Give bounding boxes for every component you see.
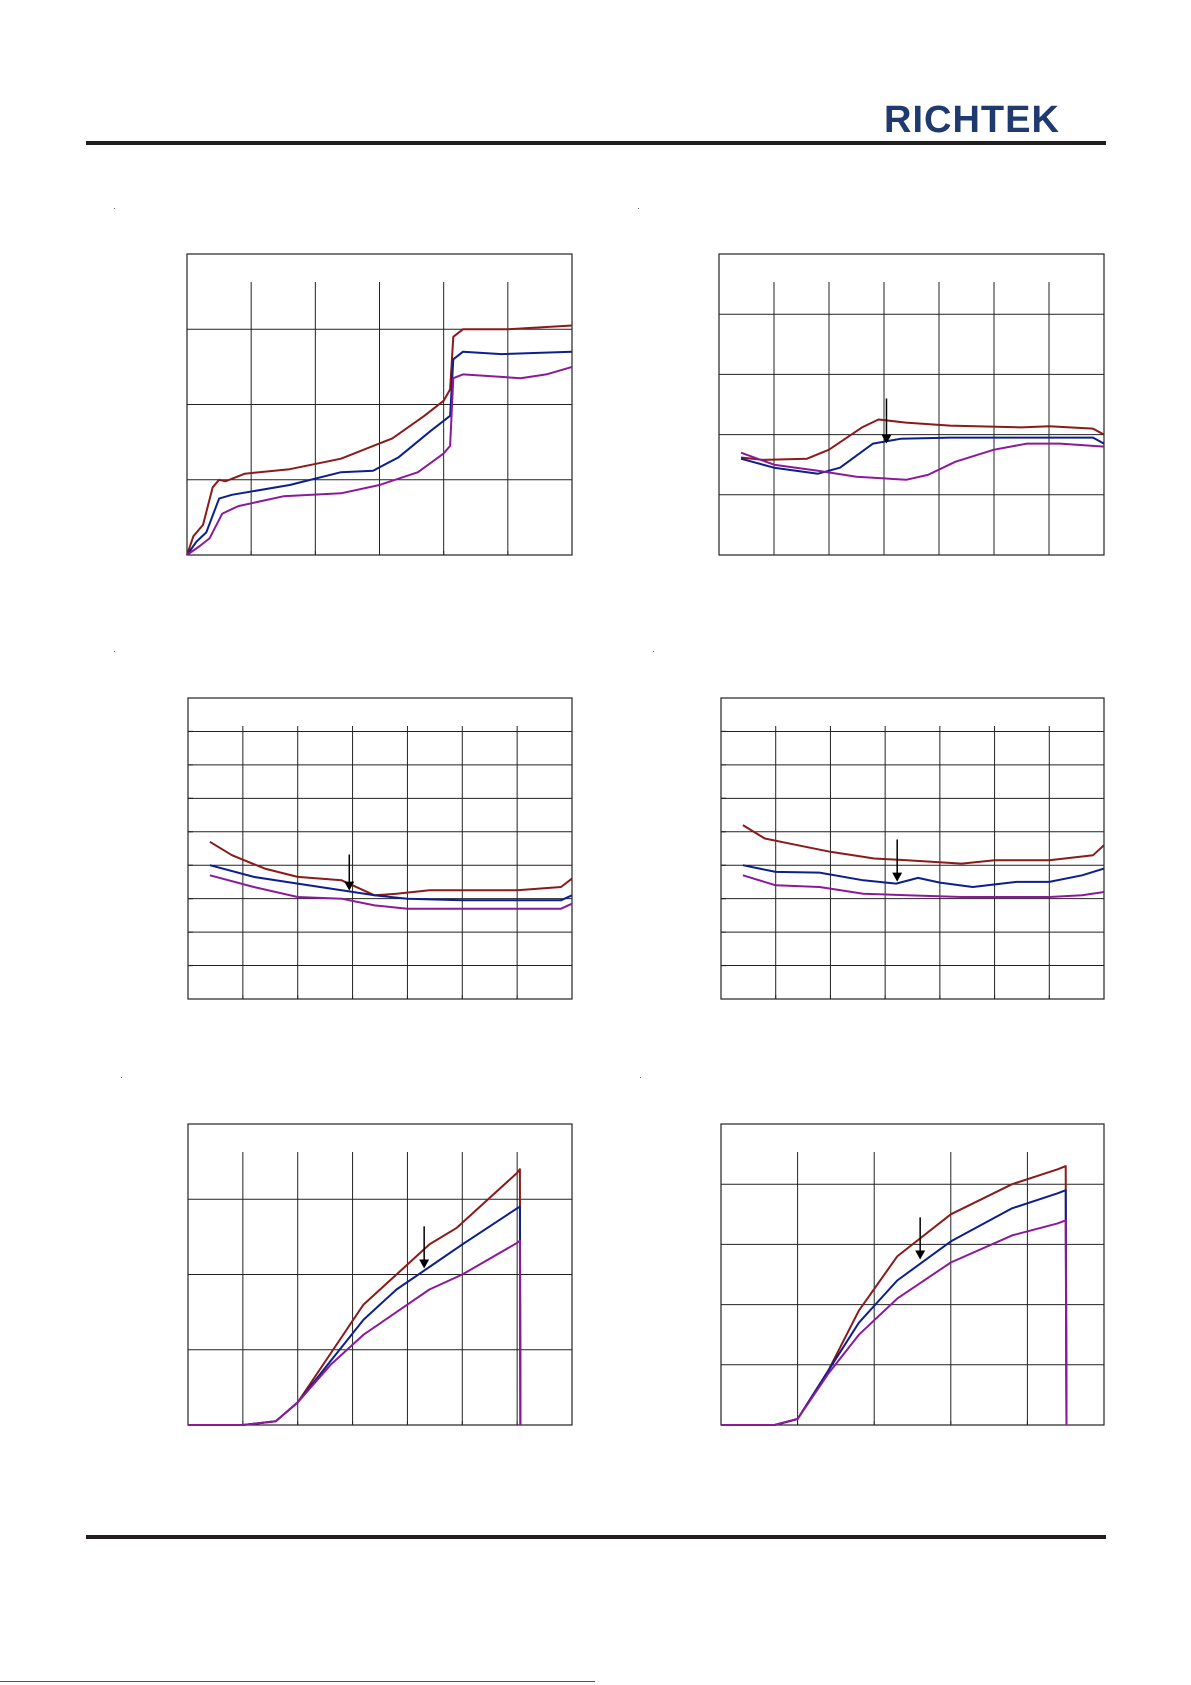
caption-mark xyxy=(640,1077,641,1078)
series-line-2 xyxy=(721,1189,1068,1426)
series-line-3 xyxy=(186,365,573,556)
chart-4 xyxy=(720,697,1105,1000)
footer-thin-rule xyxy=(0,1681,595,1682)
plot-area xyxy=(186,253,573,556)
logo-text: RICHTEK xyxy=(884,100,1060,138)
trend-arrow-head xyxy=(892,872,903,882)
plot-frame xyxy=(718,253,1105,556)
footer-rule xyxy=(86,1535,1106,1539)
caption-mark xyxy=(653,651,654,652)
series-line-1 xyxy=(188,1168,522,1426)
richtek-logo: RICHTEK xyxy=(884,100,1060,138)
plot-frame xyxy=(720,1123,1105,1426)
series-line-2 xyxy=(740,436,1105,475)
series-line-2 xyxy=(186,350,573,556)
trend-arrow-head xyxy=(344,881,355,891)
series-line-1 xyxy=(186,324,573,556)
plot-frame xyxy=(186,253,573,556)
trend-arrow-head xyxy=(881,434,892,444)
plot-area xyxy=(720,1123,1105,1426)
series-line-1 xyxy=(209,840,573,897)
series-line-1 xyxy=(740,418,1105,461)
plot-frame xyxy=(720,697,1105,1000)
series-line-3 xyxy=(209,874,573,910)
series-line-2 xyxy=(188,1205,522,1426)
chart-2 xyxy=(718,253,1105,556)
series-line-3 xyxy=(721,1219,1068,1426)
trend-arrow-head xyxy=(915,1250,926,1260)
caption-mark xyxy=(114,208,115,209)
series-line-3 xyxy=(742,874,1105,898)
header-rule xyxy=(86,141,1106,145)
plot-area xyxy=(720,697,1105,1000)
chart-3 xyxy=(187,697,573,1000)
trend-arrow-head xyxy=(419,1259,430,1269)
series-line-1 xyxy=(742,824,1105,865)
plot-frame xyxy=(187,1123,573,1426)
caption-mark xyxy=(121,1077,122,1078)
plot-area xyxy=(187,697,573,1000)
chart-6 xyxy=(720,1123,1105,1426)
series-line-3 xyxy=(188,1239,522,1426)
plot-frame xyxy=(187,697,573,1000)
series-line-2 xyxy=(742,864,1105,888)
chart-1 xyxy=(186,253,573,556)
series-line-2 xyxy=(209,864,573,902)
caption-mark xyxy=(638,208,639,209)
series-line-3 xyxy=(740,442,1105,481)
caption-mark xyxy=(114,651,115,652)
series-line-1 xyxy=(721,1165,1068,1426)
plot-area xyxy=(187,1123,573,1426)
chart-5 xyxy=(187,1123,573,1426)
plot-area xyxy=(718,253,1105,556)
